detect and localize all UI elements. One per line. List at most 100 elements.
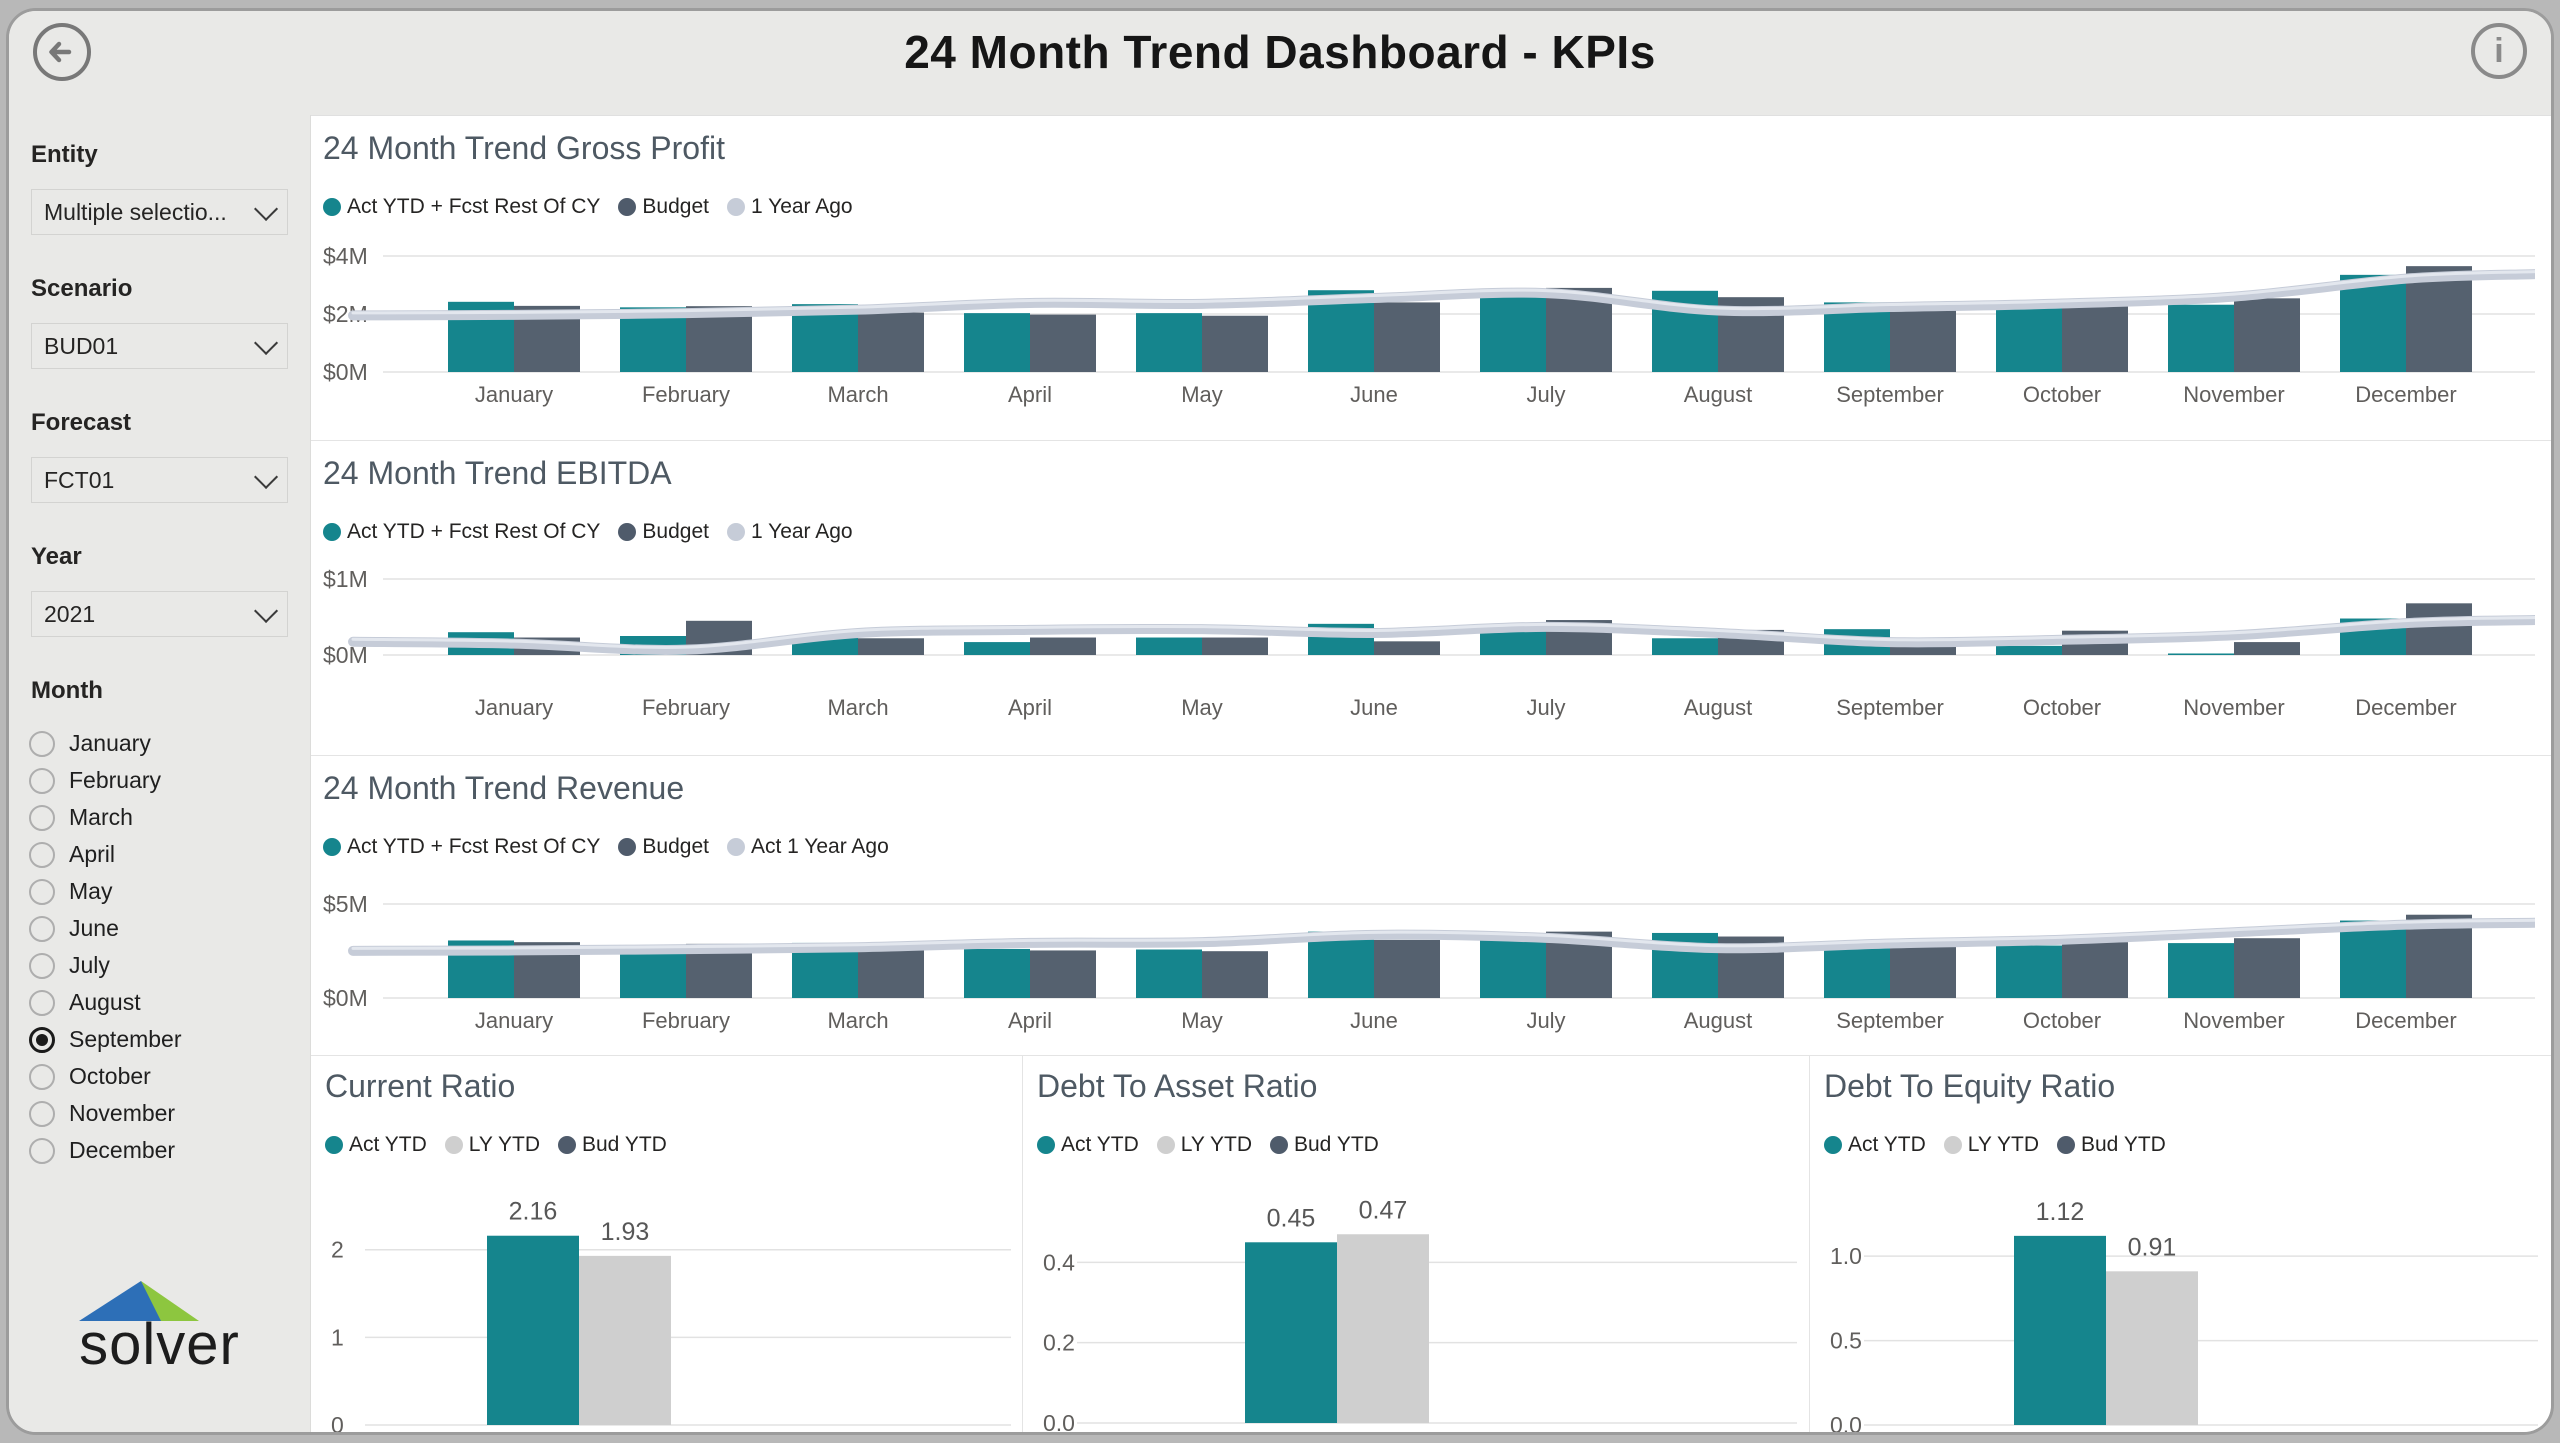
legend-item: LY YTD — [1943, 1133, 2039, 1157]
svg-text:February: February — [642, 695, 730, 720]
scenario-dropdown[interactable]: BUD01 — [31, 323, 288, 369]
bar-budget-may[interactable] — [1202, 637, 1268, 655]
bar-budget-april[interactable] — [1030, 637, 1096, 655]
bar-act-may[interactable] — [1136, 313, 1202, 372]
bar-budget-march[interactable] — [858, 312, 924, 372]
bar-budget-march[interactable] — [858, 638, 924, 655]
bar-act-april[interactable] — [964, 313, 1030, 372]
year-dropdown[interactable]: 2021 — [31, 591, 288, 637]
bar-act-december[interactable] — [2340, 274, 2406, 372]
bar-budget-october[interactable] — [2062, 302, 2128, 372]
bar-act-april[interactable] — [964, 948, 1030, 998]
legend-label: Act 1 Year Ago — [750, 835, 889, 858]
bar-budget-june[interactable] — [1374, 939, 1440, 998]
bar-budget-may[interactable] — [1202, 951, 1268, 998]
month-radio-july[interactable]: July — [29, 947, 310, 984]
bar-budget-november[interactable] — [2234, 298, 2300, 372]
entity-dropdown[interactable]: Multiple selectio... — [31, 189, 288, 235]
bar-budget-november[interactable] — [2234, 642, 2300, 655]
bar-budget-june[interactable] — [1374, 641, 1440, 655]
month-radio-september[interactable]: September — [29, 1021, 310, 1058]
chart-title: 24 Month Trend Gross Profit — [323, 130, 725, 166]
chart-title: Current Ratio — [325, 1068, 516, 1104]
bar-act-december[interactable] — [2340, 920, 2406, 998]
bar-budget-september[interactable] — [1890, 645, 1956, 655]
radio-icon — [29, 767, 55, 794]
back-button[interactable] — [33, 23, 91, 81]
bar-budget-april[interactable] — [1030, 950, 1096, 998]
svg-text:November: November — [2183, 695, 2284, 720]
svg-text:May: May — [1181, 695, 1223, 720]
month-radio-march[interactable]: March — [29, 799, 310, 836]
bar-act-october[interactable] — [1996, 645, 2062, 655]
bar-budget-april[interactable] — [1030, 314, 1096, 372]
bar-act-ytd[interactable] — [2014, 1235, 2106, 1425]
bar-budget-december[interactable] — [2406, 603, 2472, 655]
month-radio-november[interactable]: November — [29, 1095, 310, 1132]
month-radio-february[interactable]: February — [29, 762, 310, 799]
month-radio-may[interactable]: May — [29, 873, 310, 910]
forecast-dropdown[interactable]: FCT01 — [31, 457, 288, 503]
bar-budget-may[interactable] — [1202, 315, 1268, 372]
svg-text:September: September — [1836, 382, 1944, 407]
svg-text:January: January — [475, 1008, 553, 1033]
svg-text:August: August — [1684, 695, 1753, 720]
svg-text:2.16: 2.16 — [509, 1198, 558, 1226]
bar-act-november[interactable] — [2168, 304, 2234, 372]
month-radio-october[interactable]: October — [29, 1058, 310, 1095]
current-ratio-chart[interactable]: 2 1 0 2.16 1.93 — [325, 1170, 1021, 1432]
bar-budget-september[interactable] — [1890, 946, 1956, 998]
chevron-down-icon — [254, 598, 279, 623]
bar-ly-ytd[interactable] — [2106, 1271, 2198, 1425]
bar-act-july[interactable] — [1480, 938, 1546, 998]
debt-to-asset-ratio-chart[interactable]: 0.4 0.2 0.0 0.45 0.47 — [1037, 1170, 1807, 1432]
bar-budget-november[interactable] — [2234, 938, 2300, 998]
bar-act-november[interactable] — [2168, 943, 2234, 998]
month-radio-december[interactable]: December — [29, 1132, 310, 1169]
chart-legend: Act YTD LY YTD Bud YTD — [325, 1133, 1022, 1156]
bar-ly-ytd[interactable] — [1337, 1234, 1429, 1423]
info-button[interactable]: i — [2471, 23, 2527, 79]
chart-title: 24 Month Trend EBITDA — [323, 455, 672, 491]
bar-act-august[interactable] — [1652, 638, 1718, 655]
bar-act-ytd[interactable] — [1245, 1242, 1337, 1423]
month-radio-august[interactable]: August — [29, 984, 310, 1021]
month-option-label: December — [69, 1137, 176, 1163]
revenue-chart[interactable]: $5M $0M January February March April May June Ju… — [323, 882, 2535, 1040]
month-radio-april[interactable]: April — [29, 836, 310, 873]
bar-budget-october[interactable] — [2062, 942, 2128, 998]
bar-ly-ytd[interactable] — [579, 1255, 671, 1425]
svg-text:April: April — [1008, 382, 1052, 407]
bar-act-september[interactable] — [1824, 302, 1890, 372]
legend-item: Budget — [618, 195, 709, 219]
bar-budget-march[interactable] — [858, 949, 924, 998]
legend-dot-icon — [726, 198, 745, 216]
svg-text:December: December — [2355, 382, 2456, 407]
bar-act-july[interactable] — [1480, 296, 1546, 372]
bar-act-ytd[interactable] — [487, 1235, 579, 1425]
bar-act-october[interactable] — [1996, 307, 2062, 372]
bar-act-september[interactable] — [1824, 941, 1890, 998]
bar-act-april[interactable] — [964, 642, 1030, 655]
line-1-year-ago[interactable] — [348, 917, 2535, 956]
line-1-year-ago[interactable] — [348, 269, 2535, 321]
bar-act-may[interactable] — [1136, 949, 1202, 998]
legend-item: LY YTD — [1156, 1133, 1252, 1157]
bar-budget-june[interactable] — [1374, 302, 1440, 372]
bar-act-may[interactable] — [1136, 637, 1202, 655]
month-radio-january[interactable]: January — [29, 725, 310, 762]
bar-budget-december[interactable] — [2406, 266, 2472, 372]
info-icon: i — [2494, 31, 2504, 70]
bar-act-november[interactable] — [2168, 653, 2234, 655]
bar-act-june[interactable] — [1308, 931, 1374, 998]
svg-text:July: July — [1526, 695, 1565, 720]
debt-to-equity-ratio-chart[interactable]: 1.0 0.5 0.0 1.12 0.91 — [1824, 1170, 2548, 1432]
svg-text:April: April — [1008, 695, 1052, 720]
bar-act-october[interactable] — [1996, 945, 2062, 998]
month-radio-june[interactable]: June — [29, 910, 310, 947]
bar-budget-september[interactable] — [1890, 307, 1956, 372]
line-1-year-ago[interactable] — [348, 615, 2535, 655]
svg-text:October: October — [2023, 1008, 2101, 1033]
